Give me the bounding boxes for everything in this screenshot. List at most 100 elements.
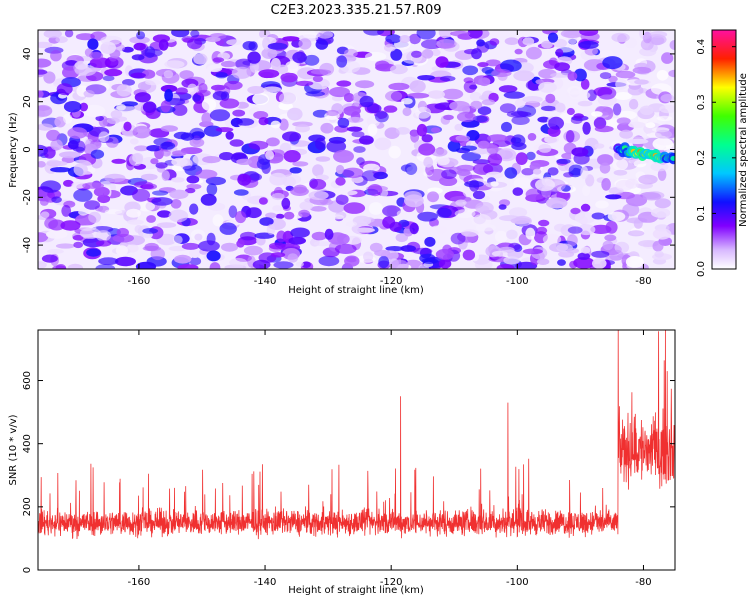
heatmap-cell <box>43 71 56 84</box>
heatmap-cell <box>591 111 603 117</box>
heatmap-cell <box>212 214 224 227</box>
heatmap-cell <box>271 252 286 258</box>
x-tick-label: -80 <box>635 276 651 287</box>
heatmap-cell <box>326 140 347 153</box>
heatmap-cell <box>111 158 126 164</box>
snr-series <box>38 330 675 540</box>
heatmap-cell <box>334 243 357 254</box>
heatmap-x-label: Height of straight line (km) <box>288 285 424 296</box>
heatmap-cell <box>649 31 668 38</box>
heatmap-cell <box>152 190 169 196</box>
heatmap-cell <box>145 79 161 86</box>
heatmap-cell <box>328 214 344 220</box>
heatmap-cell <box>511 142 527 151</box>
heatmap-cell <box>221 242 238 252</box>
x-tick-label: -160 <box>128 276 151 287</box>
colorbar-tick-label: 0.2 <box>696 150 707 166</box>
colorbar-tick-label: 0.4 <box>696 39 707 55</box>
heatmap-cell <box>421 134 433 143</box>
heatmap-cell <box>95 264 116 269</box>
heatmap-cell <box>585 174 595 187</box>
colorbar-tick-label: 0.1 <box>696 205 707 221</box>
heatmap-cell <box>247 51 261 64</box>
heatmap-cell <box>189 137 205 148</box>
heatmap-cell <box>343 106 361 116</box>
heatmap-cell <box>333 149 354 163</box>
heatmap-cell <box>595 200 609 209</box>
heatmap-cell <box>570 207 581 215</box>
heatmap-cell <box>67 140 79 150</box>
heatmap-cell <box>486 144 499 155</box>
heatmap-cell <box>650 162 669 172</box>
heatmap-cell <box>490 181 499 187</box>
heatmap-cell <box>515 152 528 166</box>
heatmap-cell <box>639 47 657 57</box>
snr-x-label: Height of straight line (km) <box>288 585 424 596</box>
heatmap-cell <box>229 139 244 147</box>
heatmap-x-axis: -160 -140 -120 -100 -80 <box>128 30 652 287</box>
heatmap-cell <box>233 189 249 196</box>
heatmap-cell <box>498 85 518 93</box>
heatmap-cell <box>240 231 257 241</box>
heatmap-cell <box>211 84 226 91</box>
heatmap-cell <box>248 140 269 150</box>
heatmap-cell <box>472 115 488 123</box>
heatmap-cell <box>538 219 550 227</box>
heatmap-cell <box>236 239 245 248</box>
heatmap-cell <box>301 261 311 269</box>
heatmap-cell <box>207 64 223 73</box>
heatmap-cell <box>41 254 58 263</box>
heatmap-cell <box>650 36 665 46</box>
heatmap-cell <box>353 146 366 153</box>
heatmap-cell <box>526 151 536 161</box>
heatmap-cell <box>368 202 383 215</box>
heatmap-cell <box>454 209 476 219</box>
heatmap-cell <box>346 116 364 123</box>
heatmap-cell <box>55 36 68 43</box>
heatmap-cell <box>469 91 482 102</box>
heatmap-cell <box>164 60 185 69</box>
colorbar: 0.0 0.1 0.2 0.3 0.4 Normalized spectral ampl… <box>696 29 749 277</box>
heatmap-cell <box>642 192 662 201</box>
heatmap-cell <box>344 48 358 58</box>
heatmap-cell <box>652 240 664 252</box>
heatmap-cell <box>48 160 68 167</box>
heatmap-cell <box>324 228 334 240</box>
heatmap-cell <box>258 117 269 126</box>
heatmap-cell <box>405 162 418 175</box>
heatmap-cell <box>407 92 430 99</box>
heatmap-cell <box>365 51 387 62</box>
heatmap-cell <box>179 70 194 80</box>
heatmap-cell <box>168 209 189 223</box>
heatmap-cell <box>416 123 428 137</box>
heatmap-cell <box>402 107 412 117</box>
heatmap-cell <box>104 68 123 77</box>
heatmap-cell <box>134 225 143 234</box>
y-tick-label: 40 <box>22 48 33 61</box>
heatmap-cell <box>437 156 450 166</box>
heatmap-cell <box>390 259 409 269</box>
heatmap-cell <box>418 143 436 156</box>
heatmap-cell <box>498 204 507 210</box>
heatmap-cell <box>236 118 255 126</box>
heatmap-cell <box>628 138 649 144</box>
heatmap-cell <box>454 123 464 131</box>
heatmap-cell <box>317 30 333 39</box>
heatmap-cell <box>607 211 626 222</box>
heatmap-cell <box>67 263 84 269</box>
heatmap-cell <box>628 159 649 165</box>
heatmap-cell <box>487 153 503 166</box>
heatmap-cell <box>638 174 658 185</box>
heatmap-cell <box>236 158 253 165</box>
heatmap-cell <box>206 183 218 196</box>
heatmap-cell <box>385 34 402 44</box>
heatmap-cell <box>582 184 591 197</box>
heatmap-cell <box>412 247 433 255</box>
heatmap-cell <box>127 219 144 225</box>
heatmap-cell <box>55 264 67 269</box>
heatmap-cell <box>506 229 518 240</box>
heatmap-cell <box>38 58 52 68</box>
heatmap-cell <box>567 71 578 81</box>
heatmap-cell <box>540 105 557 111</box>
heatmap-cell <box>375 111 389 123</box>
